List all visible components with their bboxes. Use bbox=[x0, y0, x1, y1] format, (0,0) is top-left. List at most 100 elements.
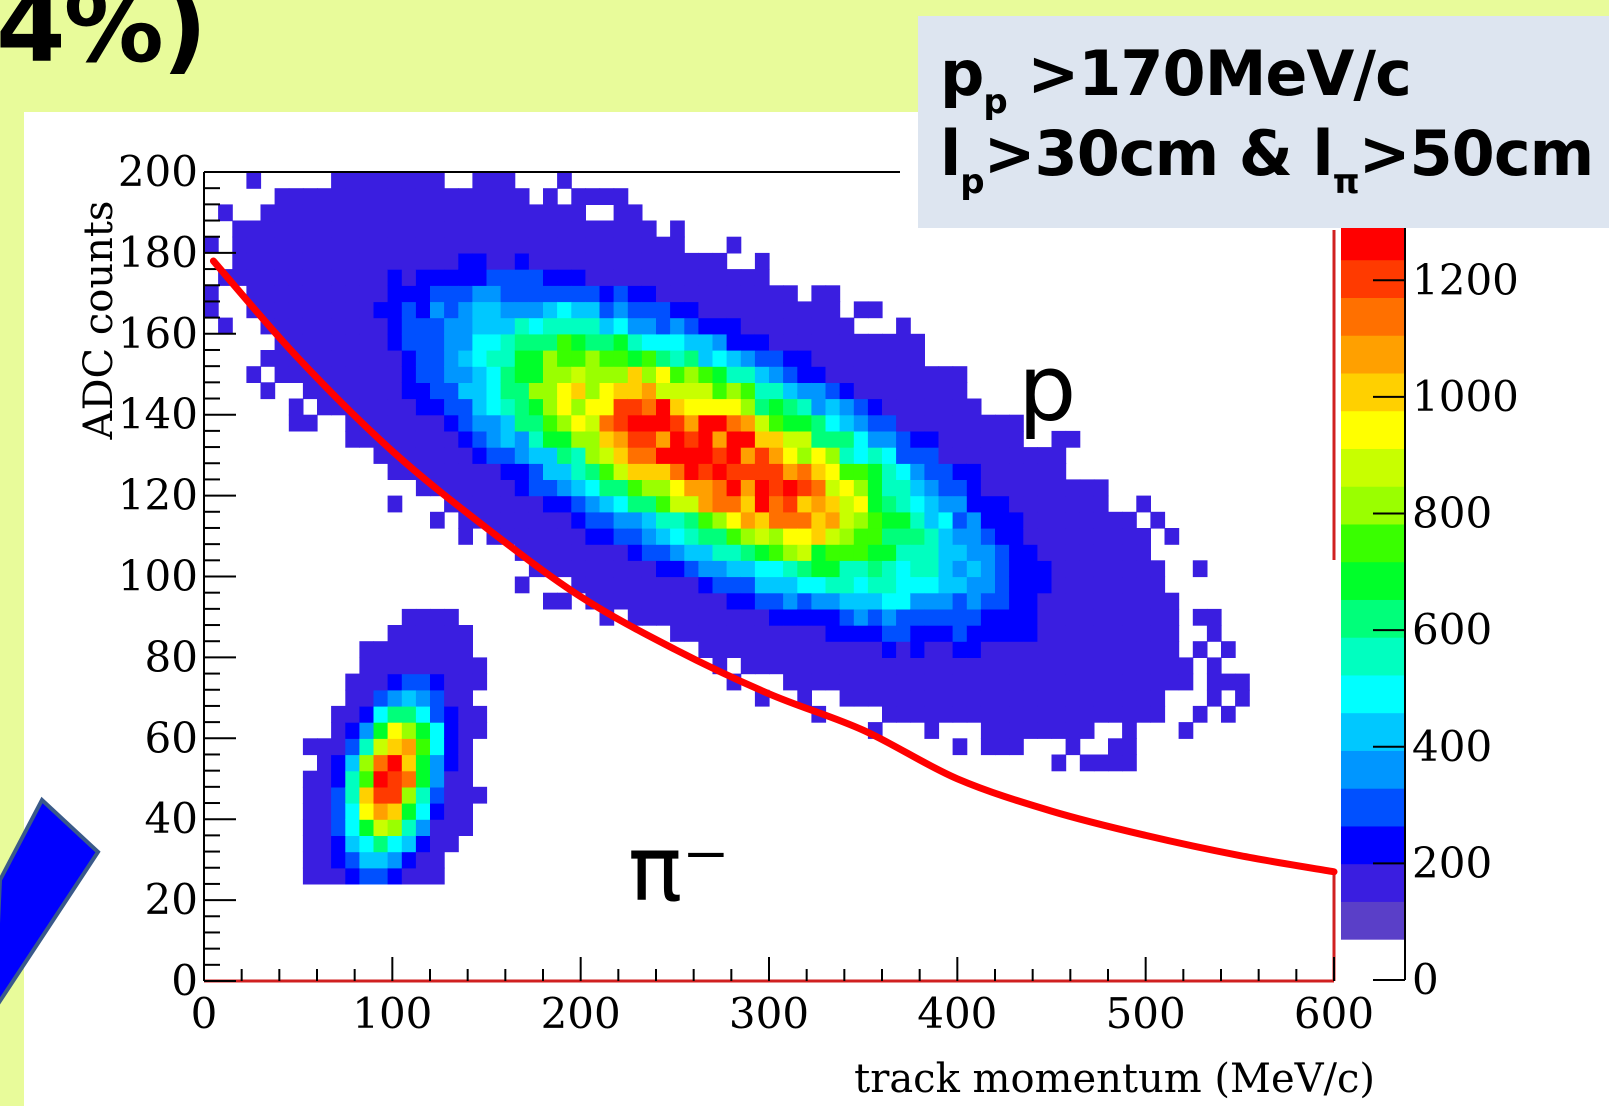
heatmap-cell bbox=[783, 350, 798, 367]
heatmap-cell bbox=[1136, 560, 1151, 578]
heatmap-cell bbox=[1136, 641, 1151, 658]
heatmap-cell bbox=[557, 463, 572, 480]
heatmap-cell bbox=[585, 560, 601, 578]
heatmap-cell bbox=[359, 269, 375, 286]
heatmap-cell bbox=[712, 592, 728, 610]
heatmap-cell bbox=[585, 430, 601, 448]
y-tick-label: 60 bbox=[145, 713, 198, 762]
heatmap-cell bbox=[557, 333, 572, 351]
heatmap-cell bbox=[1037, 641, 1053, 658]
heatmap-cell bbox=[1051, 689, 1067, 707]
heatmap-cell bbox=[783, 544, 798, 561]
heatmap-cell bbox=[896, 447, 911, 464]
heatmap-cell bbox=[995, 479, 1010, 497]
heatmap-cell bbox=[670, 350, 685, 367]
heatmap-cell bbox=[966, 657, 982, 675]
heatmap-cell bbox=[585, 447, 601, 464]
heatmap-cell bbox=[825, 317, 841, 335]
heatmap-cell bbox=[1150, 560, 1166, 578]
heatmap-cell bbox=[430, 382, 445, 400]
heatmap-cell bbox=[938, 430, 954, 448]
heatmap-cell bbox=[670, 220, 685, 238]
heatmap-cell bbox=[599, 333, 615, 351]
heatmap-cell bbox=[599, 414, 615, 432]
heatmap-cell bbox=[359, 754, 375, 772]
heatmap-cell bbox=[274, 220, 290, 238]
heatmap-cell bbox=[825, 625, 841, 642]
heatmap-cell bbox=[896, 705, 911, 723]
heatmap-cell bbox=[331, 220, 346, 238]
heatmap-cell bbox=[585, 366, 601, 383]
heatmap-cell bbox=[1192, 560, 1208, 578]
heatmap-cell bbox=[641, 592, 657, 610]
heatmap-cell bbox=[952, 430, 968, 448]
heatmap-cell bbox=[528, 398, 544, 416]
heatmap-cell bbox=[613, 236, 629, 254]
heatmap-cell bbox=[783, 673, 798, 691]
heatmap-cell bbox=[1079, 608, 1095, 626]
heatmap-cell bbox=[797, 641, 812, 658]
heatmap-cell bbox=[528, 511, 544, 529]
heatmap-cell bbox=[486, 447, 502, 464]
heatmap-cell bbox=[571, 236, 586, 254]
heatmap-cell bbox=[825, 301, 841, 319]
heatmap-cell bbox=[896, 560, 911, 578]
heatmap-cell bbox=[599, 285, 615, 303]
arrow-shape-icon bbox=[0, 796, 101, 1005]
heatmap-cell bbox=[641, 236, 657, 254]
heatmap-cell bbox=[740, 608, 756, 626]
heatmap-cell bbox=[317, 835, 332, 853]
heatmap-cell bbox=[769, 576, 784, 594]
heatmap-cell bbox=[373, 366, 389, 383]
heatmap-cell bbox=[599, 430, 615, 448]
heatmap-cell bbox=[684, 252, 699, 270]
heatmap-cell bbox=[910, 430, 925, 448]
heatmap-cell bbox=[938, 544, 954, 561]
heatmap-cell bbox=[839, 398, 855, 416]
heatmap-cell bbox=[924, 414, 940, 432]
heatmap-cell bbox=[486, 236, 502, 254]
heatmap-cell bbox=[924, 511, 940, 529]
heatmap-cell bbox=[331, 867, 346, 885]
heatmap-cell bbox=[317, 204, 332, 222]
heatmap-cell bbox=[302, 252, 318, 270]
heatmap-cell bbox=[867, 528, 883, 545]
heatmap-cell bbox=[811, 479, 827, 497]
heatmap-cell bbox=[952, 463, 968, 480]
heatmap-cell bbox=[430, 269, 445, 286]
cut-length-text: >30cm & l bbox=[983, 117, 1334, 190]
heatmap-cell bbox=[712, 608, 728, 626]
cut-l-p-subscript: p bbox=[960, 162, 984, 202]
x-tick-label: 0 bbox=[191, 989, 218, 1038]
heatmap-cell bbox=[754, 430, 770, 448]
heatmap-cell bbox=[966, 576, 982, 594]
heatmap-cell bbox=[557, 285, 572, 303]
heatmap-cell bbox=[528, 285, 544, 303]
heatmap-cell bbox=[641, 398, 657, 416]
heatmap-cell bbox=[740, 301, 756, 319]
heatmap-cell bbox=[458, 414, 473, 432]
heatmap-cell bbox=[260, 204, 276, 222]
heatmap-cell bbox=[966, 560, 982, 578]
y-tick-label: 180 bbox=[118, 228, 198, 277]
heatmap-cell bbox=[415, 625, 431, 642]
heatmap-cell bbox=[430, 350, 445, 367]
heatmap-cell bbox=[670, 414, 685, 432]
heatmap-cell bbox=[1079, 544, 1095, 561]
heatmap-cell bbox=[684, 511, 699, 529]
heatmap-cell bbox=[853, 414, 869, 432]
heatmap-cell bbox=[486, 301, 502, 319]
heatmap-cell bbox=[571, 398, 586, 416]
heatmap-cell bbox=[359, 285, 375, 303]
heatmap-cell bbox=[1206, 673, 1222, 691]
y-tick-label: 160 bbox=[118, 309, 198, 358]
heatmap-cell bbox=[232, 236, 247, 254]
heatmap-cell bbox=[1009, 689, 1024, 707]
heatmap-cell bbox=[1009, 608, 1024, 626]
heatmap-cell bbox=[853, 576, 869, 594]
heatmap-cell bbox=[585, 269, 601, 286]
heatmap-cell bbox=[853, 511, 869, 529]
heatmap-cell bbox=[415, 835, 431, 853]
heatmap-cell bbox=[613, 269, 629, 286]
heatmap-cell bbox=[656, 430, 671, 448]
